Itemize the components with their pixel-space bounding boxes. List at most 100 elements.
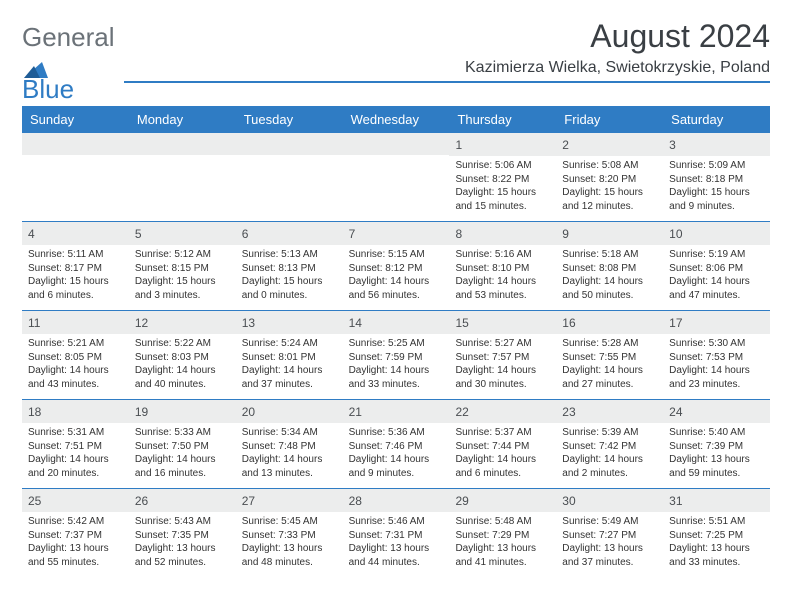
detail-line: Daylight: 14 hours and 47 minutes.	[669, 275, 764, 302]
detail-line: Sunset: 8:06 PM	[669, 262, 764, 276]
day-header: Thursday	[449, 106, 556, 133]
detail-line: Daylight: 15 hours and 0 minutes.	[242, 275, 337, 302]
calendar-page: GeneralBlue August 2024 Kazimierza Wielk…	[0, 0, 792, 587]
detail-line: Sunset: 8:18 PM	[669, 173, 764, 187]
day-number: 21	[343, 400, 450, 423]
detail-line: Sunrise: 5:31 AM	[28, 426, 123, 440]
detail-line: Sunset: 8:15 PM	[135, 262, 230, 276]
day-details: Sunrise: 5:15 AMSunset: 8:12 PMDaylight:…	[343, 245, 450, 306]
detail-line: Daylight: 13 hours and 37 minutes.	[562, 542, 657, 569]
week-row: 18Sunrise: 5:31 AMSunset: 7:51 PMDayligh…	[22, 400, 770, 489]
detail-line: Sunrise: 5:18 AM	[562, 248, 657, 262]
day-details: Sunrise: 5:48 AMSunset: 7:29 PMDaylight:…	[449, 512, 556, 573]
detail-line: Sunset: 8:10 PM	[455, 262, 550, 276]
day-number: 16	[556, 311, 663, 334]
week-row: 4Sunrise: 5:11 AMSunset: 8:17 PMDaylight…	[22, 222, 770, 311]
day-details: Sunrise: 5:43 AMSunset: 7:35 PMDaylight:…	[129, 512, 236, 573]
detail-line: Daylight: 15 hours and 6 minutes.	[28, 275, 123, 302]
detail-line: Sunset: 8:01 PM	[242, 351, 337, 365]
detail-line: Daylight: 14 hours and 13 minutes.	[242, 453, 337, 480]
detail-line: Daylight: 13 hours and 52 minutes.	[135, 542, 230, 569]
day-details	[236, 155, 343, 162]
day-details: Sunrise: 5:16 AMSunset: 8:10 PMDaylight:…	[449, 245, 556, 306]
detail-line: Sunset: 7:35 PM	[135, 529, 230, 543]
day-cell: 21Sunrise: 5:36 AMSunset: 7:46 PMDayligh…	[343, 400, 450, 488]
detail-line: Sunrise: 5:24 AM	[242, 337, 337, 351]
day-details: Sunrise: 5:33 AMSunset: 7:50 PMDaylight:…	[129, 423, 236, 484]
detail-line: Sunrise: 5:13 AM	[242, 248, 337, 262]
day-cell: 17Sunrise: 5:30 AMSunset: 7:53 PMDayligh…	[663, 311, 770, 399]
detail-line: Daylight: 14 hours and 56 minutes.	[349, 275, 444, 302]
detail-line: Sunrise: 5:22 AM	[135, 337, 230, 351]
day-header: Tuesday	[236, 106, 343, 133]
day-number	[343, 133, 450, 155]
day-header: Saturday	[663, 106, 770, 133]
day-cell: 9Sunrise: 5:18 AMSunset: 8:08 PMDaylight…	[556, 222, 663, 310]
day-number: 13	[236, 311, 343, 334]
day-cell: 8Sunrise: 5:16 AMSunset: 8:10 PMDaylight…	[449, 222, 556, 310]
detail-line: Sunrise: 5:37 AM	[455, 426, 550, 440]
day-cell: 6Sunrise: 5:13 AMSunset: 8:13 PMDaylight…	[236, 222, 343, 310]
detail-line: Daylight: 14 hours and 6 minutes.	[455, 453, 550, 480]
day-details: Sunrise: 5:24 AMSunset: 8:01 PMDaylight:…	[236, 334, 343, 395]
day-details: Sunrise: 5:25 AMSunset: 7:59 PMDaylight:…	[343, 334, 450, 395]
detail-line: Sunset: 7:51 PM	[28, 440, 123, 454]
detail-line: Sunset: 7:46 PM	[349, 440, 444, 454]
day-cell: 3Sunrise: 5:09 AMSunset: 8:18 PMDaylight…	[663, 133, 770, 221]
detail-line: Daylight: 15 hours and 3 minutes.	[135, 275, 230, 302]
day-number: 20	[236, 400, 343, 423]
day-cell: 29Sunrise: 5:48 AMSunset: 7:29 PMDayligh…	[449, 489, 556, 577]
day-details: Sunrise: 5:39 AMSunset: 7:42 PMDaylight:…	[556, 423, 663, 484]
detail-line: Sunrise: 5:21 AM	[28, 337, 123, 351]
day-cell: 24Sunrise: 5:40 AMSunset: 7:39 PMDayligh…	[663, 400, 770, 488]
detail-line: Sunrise: 5:15 AM	[349, 248, 444, 262]
detail-line: Daylight: 15 hours and 12 minutes.	[562, 186, 657, 213]
detail-line: Sunrise: 5:11 AM	[28, 248, 123, 262]
day-details: Sunrise: 5:27 AMSunset: 7:57 PMDaylight:…	[449, 334, 556, 395]
day-header: Monday	[129, 106, 236, 133]
day-details: Sunrise: 5:34 AMSunset: 7:48 PMDaylight:…	[236, 423, 343, 484]
detail-line: Daylight: 13 hours and 41 minutes.	[455, 542, 550, 569]
detail-line: Sunrise: 5:09 AM	[669, 159, 764, 173]
day-details: Sunrise: 5:19 AMSunset: 8:06 PMDaylight:…	[663, 245, 770, 306]
day-number: 11	[22, 311, 129, 334]
detail-line: Daylight: 14 hours and 20 minutes.	[28, 453, 123, 480]
day-details: Sunrise: 5:37 AMSunset: 7:44 PMDaylight:…	[449, 423, 556, 484]
detail-line: Daylight: 14 hours and 43 minutes.	[28, 364, 123, 391]
day-number: 10	[663, 222, 770, 245]
logo: GeneralBlue	[22, 18, 124, 102]
day-cell: 31Sunrise: 5:51 AMSunset: 7:25 PMDayligh…	[663, 489, 770, 577]
day-details: Sunrise: 5:36 AMSunset: 7:46 PMDaylight:…	[343, 423, 450, 484]
detail-line: Sunset: 7:57 PM	[455, 351, 550, 365]
detail-line: Sunset: 7:31 PM	[349, 529, 444, 543]
day-number	[236, 133, 343, 155]
detail-line: Daylight: 14 hours and 30 minutes.	[455, 364, 550, 391]
detail-line: Daylight: 13 hours and 48 minutes.	[242, 542, 337, 569]
day-number: 27	[236, 489, 343, 512]
day-details: Sunrise: 5:11 AMSunset: 8:17 PMDaylight:…	[22, 245, 129, 306]
day-number: 5	[129, 222, 236, 245]
detail-line: Sunrise: 5:36 AM	[349, 426, 444, 440]
detail-line: Daylight: 14 hours and 2 minutes.	[562, 453, 657, 480]
detail-line: Daylight: 14 hours and 9 minutes.	[349, 453, 444, 480]
detail-line: Sunset: 8:17 PM	[28, 262, 123, 276]
weeks-container: 1Sunrise: 5:06 AMSunset: 8:22 PMDaylight…	[22, 133, 770, 577]
day-details: Sunrise: 5:18 AMSunset: 8:08 PMDaylight:…	[556, 245, 663, 306]
day-number: 18	[22, 400, 129, 423]
detail-line: Sunset: 8:22 PM	[455, 173, 550, 187]
day-details	[343, 155, 450, 162]
day-details: Sunrise: 5:49 AMSunset: 7:27 PMDaylight:…	[556, 512, 663, 573]
day-number	[129, 133, 236, 155]
location-text: Kazimierza Wielka, Swietokrzyskie, Polan…	[124, 59, 770, 83]
day-cell: 16Sunrise: 5:28 AMSunset: 7:55 PMDayligh…	[556, 311, 663, 399]
detail-line: Sunset: 7:55 PM	[562, 351, 657, 365]
detail-line: Daylight: 14 hours and 27 minutes.	[562, 364, 657, 391]
day-cell: 20Sunrise: 5:34 AMSunset: 7:48 PMDayligh…	[236, 400, 343, 488]
day-cell: 2Sunrise: 5:08 AMSunset: 8:20 PMDaylight…	[556, 133, 663, 221]
day-number: 23	[556, 400, 663, 423]
day-cell: 19Sunrise: 5:33 AMSunset: 7:50 PMDayligh…	[129, 400, 236, 488]
day-number: 3	[663, 133, 770, 156]
detail-line: Sunset: 7:39 PM	[669, 440, 764, 454]
detail-line: Sunrise: 5:42 AM	[28, 515, 123, 529]
day-details: Sunrise: 5:13 AMSunset: 8:13 PMDaylight:…	[236, 245, 343, 306]
